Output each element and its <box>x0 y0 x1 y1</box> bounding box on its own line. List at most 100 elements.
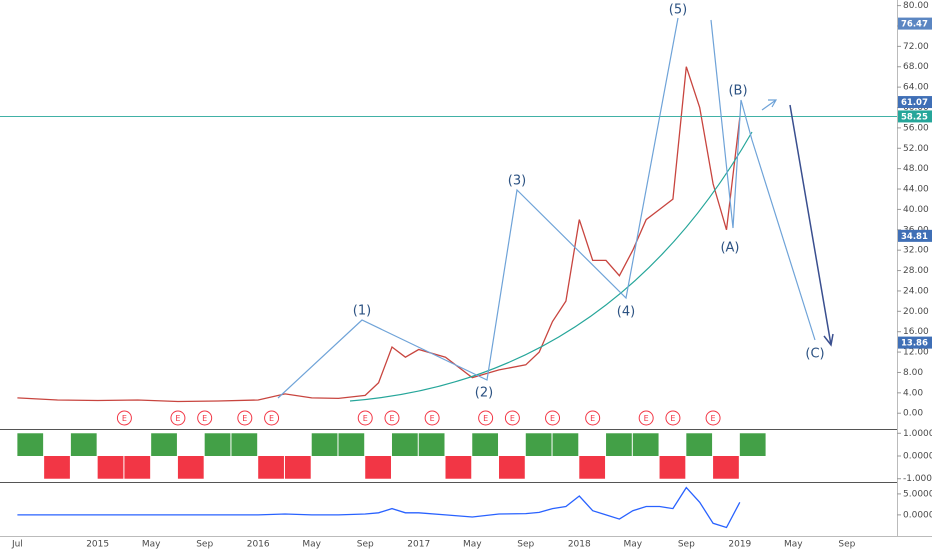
x-tick-label: Jul <box>11 540 23 550</box>
y-tick-label: 52.00 <box>903 144 929 154</box>
oscillator-bar <box>552 433 579 456</box>
earnings-marker <box>478 410 494 426</box>
oscillator-bar <box>713 456 739 479</box>
earnings-label: E <box>202 414 207 423</box>
x-tick-label: 2016 <box>247 540 270 550</box>
earnings-marker <box>264 410 280 426</box>
y-tick-label: 20.00 <box>903 307 929 317</box>
wave-label: (4) <box>617 305 635 320</box>
wave-line <box>277 17 679 399</box>
wave-label: (B) <box>728 84 747 99</box>
earnings-label: E <box>711 414 716 423</box>
oscillator-bar <box>632 433 659 456</box>
oscillator-bar <box>284 456 311 479</box>
price-tag-label: 58.25 <box>901 112 928 122</box>
oscillator-bar <box>445 456 472 479</box>
y-tick-label: 68.00 <box>903 62 929 72</box>
y-tick-label: 0.0000 <box>903 510 932 520</box>
y-tick-label: 4.00 <box>903 388 923 398</box>
x-tick-label: May <box>463 540 482 550</box>
x-tick-label: Sep <box>517 540 534 550</box>
earnings-marker <box>116 410 132 426</box>
y-tick-label: 44.00 <box>903 185 929 195</box>
x-tick-label: May <box>784 540 803 550</box>
y-tick-label: 80.00 <box>903 1 929 11</box>
y-tick-label: 8.00 <box>903 368 923 378</box>
oscillator-bar <box>311 433 338 456</box>
earnings-label: E <box>122 414 127 423</box>
y-tick-label: -1.0000 <box>903 474 932 484</box>
x-tick-label: May <box>302 540 321 550</box>
oscillator-bar <box>97 456 124 479</box>
earnings-label: E <box>269 414 274 423</box>
oscillator-bar <box>204 433 231 456</box>
x-tick-label: Sep <box>838 540 855 550</box>
wave-label: (2) <box>475 386 493 401</box>
earnings-marker <box>665 410 681 426</box>
x-tick-label: 2018 <box>568 540 591 550</box>
earnings-label: E <box>510 414 515 423</box>
oscillator-bar <box>365 456 391 479</box>
y-tick-label: 12.00 <box>903 348 929 358</box>
earnings-label: E <box>483 414 488 423</box>
y-tick-label: 72.00 <box>903 42 929 52</box>
oscillator-bar <box>418 433 445 456</box>
earnings-label: E <box>242 414 247 423</box>
y-tick-label: 16.00 <box>903 327 929 337</box>
earnings-label: E <box>590 414 595 423</box>
x-tick-label: May <box>623 540 642 550</box>
x-tick-label: Sep <box>678 540 695 550</box>
earnings-marker <box>384 410 400 426</box>
y-tick-label: 1.0000 <box>903 429 932 439</box>
earnings-label: E <box>363 414 368 423</box>
earnings-marker <box>357 410 373 426</box>
oscillator-bar <box>17 433 44 456</box>
price-tag-label: 76.47 <box>901 20 928 30</box>
oscillator-bar <box>124 456 151 479</box>
oscillator-bar <box>606 433 632 456</box>
oscillator-bar <box>44 456 70 479</box>
price-tag <box>898 17 932 30</box>
earnings-marker <box>197 410 213 426</box>
y-tick-label: 28.00 <box>903 266 929 276</box>
price-tag <box>898 96 932 109</box>
x-tick-label: 2017 <box>407 540 430 550</box>
wave-line <box>710 19 816 341</box>
price-tag-label: 61.07 <box>901 98 928 108</box>
axis-overlay: 76.47 61.07 58.25 34.81 13.86 <box>898 17 932 349</box>
oscillator-bar <box>579 456 606 479</box>
earnings-marker <box>545 410 561 426</box>
earnings-label: E <box>550 414 555 423</box>
oscillator-bar <box>177 456 204 479</box>
oscillator-bar <box>70 433 97 456</box>
oscillator-bar <box>258 456 284 479</box>
wave-label: (A) <box>720 241 739 256</box>
x-tick-label: Sep <box>357 540 374 550</box>
earnings-marker <box>170 410 186 426</box>
wave-label: (5) <box>669 3 687 18</box>
x-tick-label: 2015 <box>86 540 109 550</box>
oscillator-bar <box>151 433 177 456</box>
wave-label: (3) <box>508 174 526 189</box>
arrow <box>761 99 778 111</box>
y-tick-label: 40.00 <box>903 205 929 215</box>
earnings-marker <box>638 410 654 426</box>
y-tick-label: 64.00 <box>903 83 929 93</box>
x-tick-label: May <box>142 540 161 550</box>
price-tag <box>898 336 932 349</box>
trend-curve <box>349 131 753 402</box>
earnings-label: E <box>670 414 675 423</box>
y-tick-label: 48.00 <box>903 164 929 174</box>
oscillator-bar <box>499 456 525 479</box>
oscillator-bar <box>739 433 766 456</box>
price-tag-label: 13.86 <box>901 339 928 349</box>
oscillator-bar <box>472 433 499 456</box>
earnings-label: E <box>644 414 649 423</box>
oscillator-bar <box>525 433 552 456</box>
oscillator-bar <box>391 433 418 456</box>
price-tag <box>898 110 932 123</box>
earnings-marker <box>424 410 440 426</box>
y-tick-label: 24.00 <box>903 286 929 296</box>
